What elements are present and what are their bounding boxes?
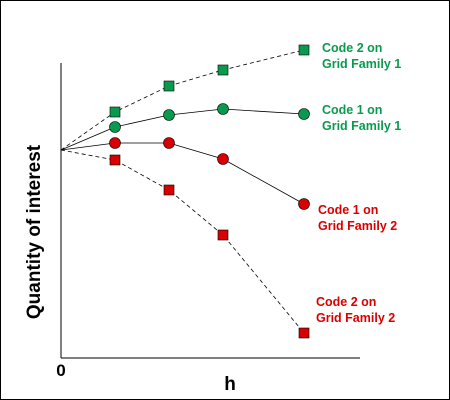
data-point-c1g2-1 [109,137,121,149]
data-point-c2g1-1 [109,106,121,118]
series-c2g1: Code 2 on Grid Family 1 [60,41,401,151]
series-label-line: Code 1 on [322,103,382,117]
series-layer: Code 2 on Grid Family 1 Code 1 on Grid Fami… [60,41,401,339]
series-c1g2: Code 1 on Grid Family 2 [60,137,397,233]
series-c1g1: Code 1 on Grid Family 1 [60,103,401,151]
data-point-c2g1-2 [163,80,175,92]
data-point-c1g2-4 [298,198,310,210]
data-point-c2g2-2 [163,184,175,196]
data-point-c1g1-3 [217,103,229,115]
series-label-line: Code 2 on [322,41,382,55]
series-line-c1g1 [60,108,305,151]
origin-label: 0 [56,361,65,380]
series-c2g2: Code 2 on Grid Family 2 [60,149,395,339]
data-point-c2g2-3 [217,229,229,241]
series-label-line: Code 1 on [318,203,378,217]
data-point-c1g1-4 [298,108,310,120]
series-label-line: Grid Family 2 [316,311,395,325]
data-point-c1g1-2 [163,109,175,121]
series-label-line: Grid Family 1 [322,119,401,133]
series-line-c1g2 [60,142,305,205]
series-line-c2g2 [60,149,305,334]
data-point-c1g1-1 [109,121,121,133]
x-axis-label: h [224,374,236,395]
data-point-c2g1-3 [217,64,229,76]
series-label-line: Grid Family 2 [318,219,397,233]
data-point-c1g2-3 [217,153,229,165]
series-label-c2g2: Code 2 on Grid Family 2 [316,295,395,325]
data-point-c2g2-4 [298,327,310,339]
data-point-c1g2-2 [163,137,175,149]
series-label-line: Code 2 on [316,295,376,309]
data-point-c2g2-1 [109,154,121,166]
series-label-line: Grid Family 1 [322,57,401,71]
series-line-c2g1 [60,49,305,151]
series-label-c2g1: Code 2 on Grid Family 1 [322,41,401,71]
data-point-c2g1-4 [298,44,310,56]
series-label-c1g1: Code 1 on Grid Family 1 [322,103,401,133]
y-axis-label: Quantity of interest [24,144,45,319]
series-label-c1g2: Code 1 on Grid Family 2 [318,203,397,233]
